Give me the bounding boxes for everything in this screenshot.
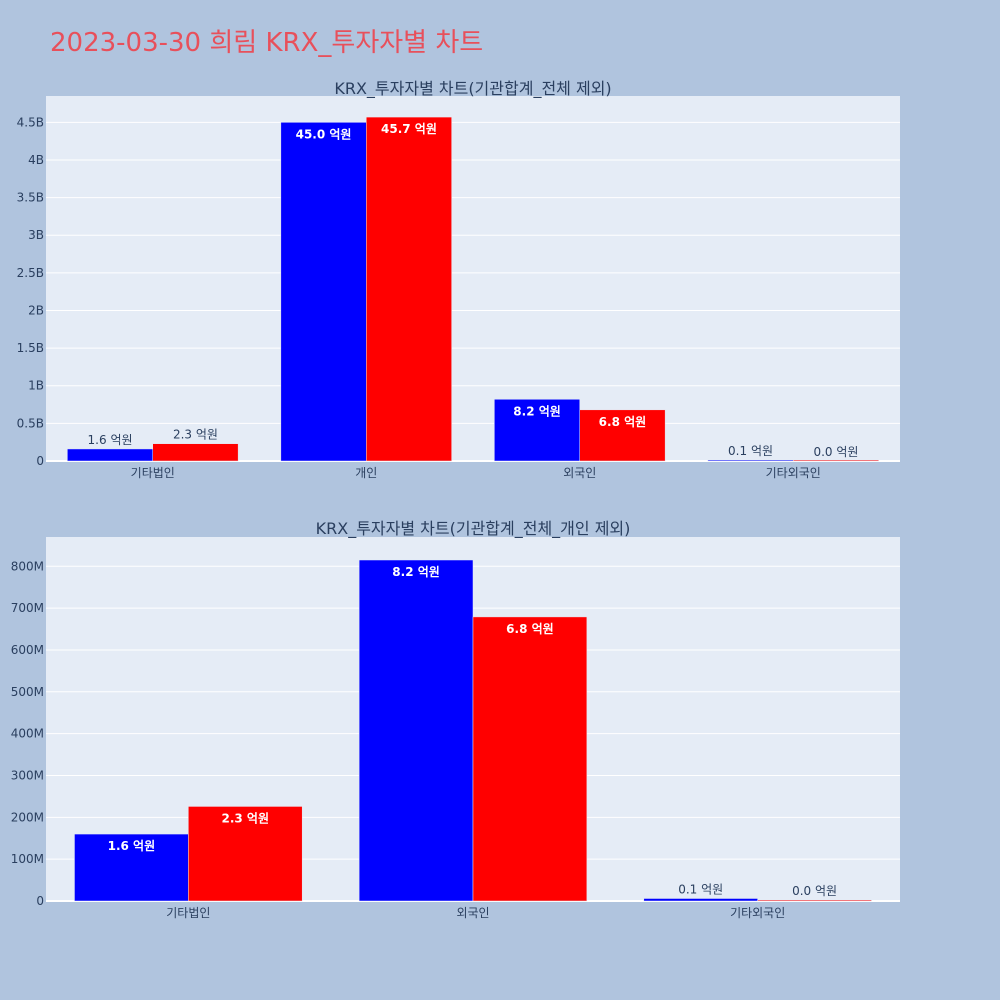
y-tick-label: 300M — [11, 768, 44, 782]
y-tick-label: 3B — [28, 228, 44, 242]
bar — [152, 443, 239, 462]
bar-value-label: 6.8 억원 — [506, 622, 554, 636]
y-tick-label: 700M — [11, 601, 44, 615]
bar-value-label: 0.0 억원 — [813, 445, 858, 459]
chart-title: KRX_투자자별 차트(기관합계_전체 제외) — [334, 79, 611, 99]
y-tick-label: 500M — [11, 685, 44, 699]
x-tick-label: 개인 — [355, 466, 377, 480]
x-tick-label: 외국인 — [456, 906, 489, 920]
y-tick-label: 1.5B — [17, 341, 44, 355]
bar-value-label: 0.1 억원 — [678, 882, 723, 896]
bar-value-label: 2.3 억원 — [173, 428, 218, 442]
bar-value-label: 8.2 억원 — [392, 565, 440, 579]
bar-value-label: 8.2 억원 — [513, 404, 561, 418]
bar — [793, 459, 879, 462]
bar — [188, 806, 303, 902]
bar — [707, 459, 794, 462]
bar — [74, 833, 189, 902]
investor-chart-all: KRX_투자자별 차트(기관합계_전체 제외) 0 0.5B 1B 1.5B 2B 2.5B… — [17, 79, 900, 480]
bar — [472, 616, 588, 902]
y-tick-label: 4.5B — [17, 115, 44, 129]
bar — [643, 898, 758, 902]
y-tick-label: 0.5B — [17, 416, 44, 430]
bar — [579, 409, 666, 462]
y-tick-label: 0 — [36, 454, 44, 468]
y-tick-label: 100M — [11, 852, 44, 866]
bar — [280, 122, 367, 462]
investor-chart-excluding-individual: KRX_투자자별 차트(기관합계_전체_개인 제외) 0 100M 200M 300M 4… — [11, 519, 900, 920]
plot-area — [46, 96, 900, 461]
y-tick-label: 200M — [11, 810, 44, 824]
x-tick-label: 기타외국인 — [766, 466, 821, 480]
bar — [757, 899, 872, 902]
bar-value-label: 0.0 억원 — [792, 884, 837, 898]
y-tick-label: 4B — [28, 153, 44, 167]
x-tick-label: 기타외국인 — [730, 906, 785, 920]
y-tick-label: 800M — [11, 559, 44, 573]
bar-value-label: 1.6 억원 — [108, 839, 156, 853]
bar-value-label: 45.7 억원 — [381, 122, 437, 136]
bar-value-label: 2.3 억원 — [222, 811, 270, 825]
y-tick-label: 0 — [36, 894, 44, 908]
bar — [67, 448, 153, 462]
y-tick-label: 2.5B — [17, 266, 44, 280]
y-tick-label: 2B — [28, 303, 44, 317]
bar — [366, 116, 452, 462]
bar — [358, 559, 474, 902]
bar-value-label: 0.1 억원 — [728, 444, 773, 458]
bar-value-label: 6.8 억원 — [599, 415, 647, 429]
bar-value-label: 1.6 억원 — [88, 433, 133, 447]
y-tick-label: 400M — [11, 727, 44, 741]
bar-value-label: 45.0 억원 — [296, 127, 352, 141]
y-tick-label: 600M — [11, 643, 44, 657]
y-tick-label: 1B — [28, 379, 44, 393]
x-tick-label: 외국인 — [563, 466, 596, 480]
x-tick-label: 기타법인 — [131, 466, 175, 480]
y-tick-label: 3.5B — [17, 191, 44, 205]
bar — [494, 399, 581, 462]
page-title: 2023-03-30 희림 KRX_투자자별 차트 — [50, 28, 484, 58]
x-tick-label: 기타법인 — [166, 906, 210, 920]
chart-title: KRX_투자자별 차트(기관합계_전체_개인 제외) — [316, 519, 631, 539]
